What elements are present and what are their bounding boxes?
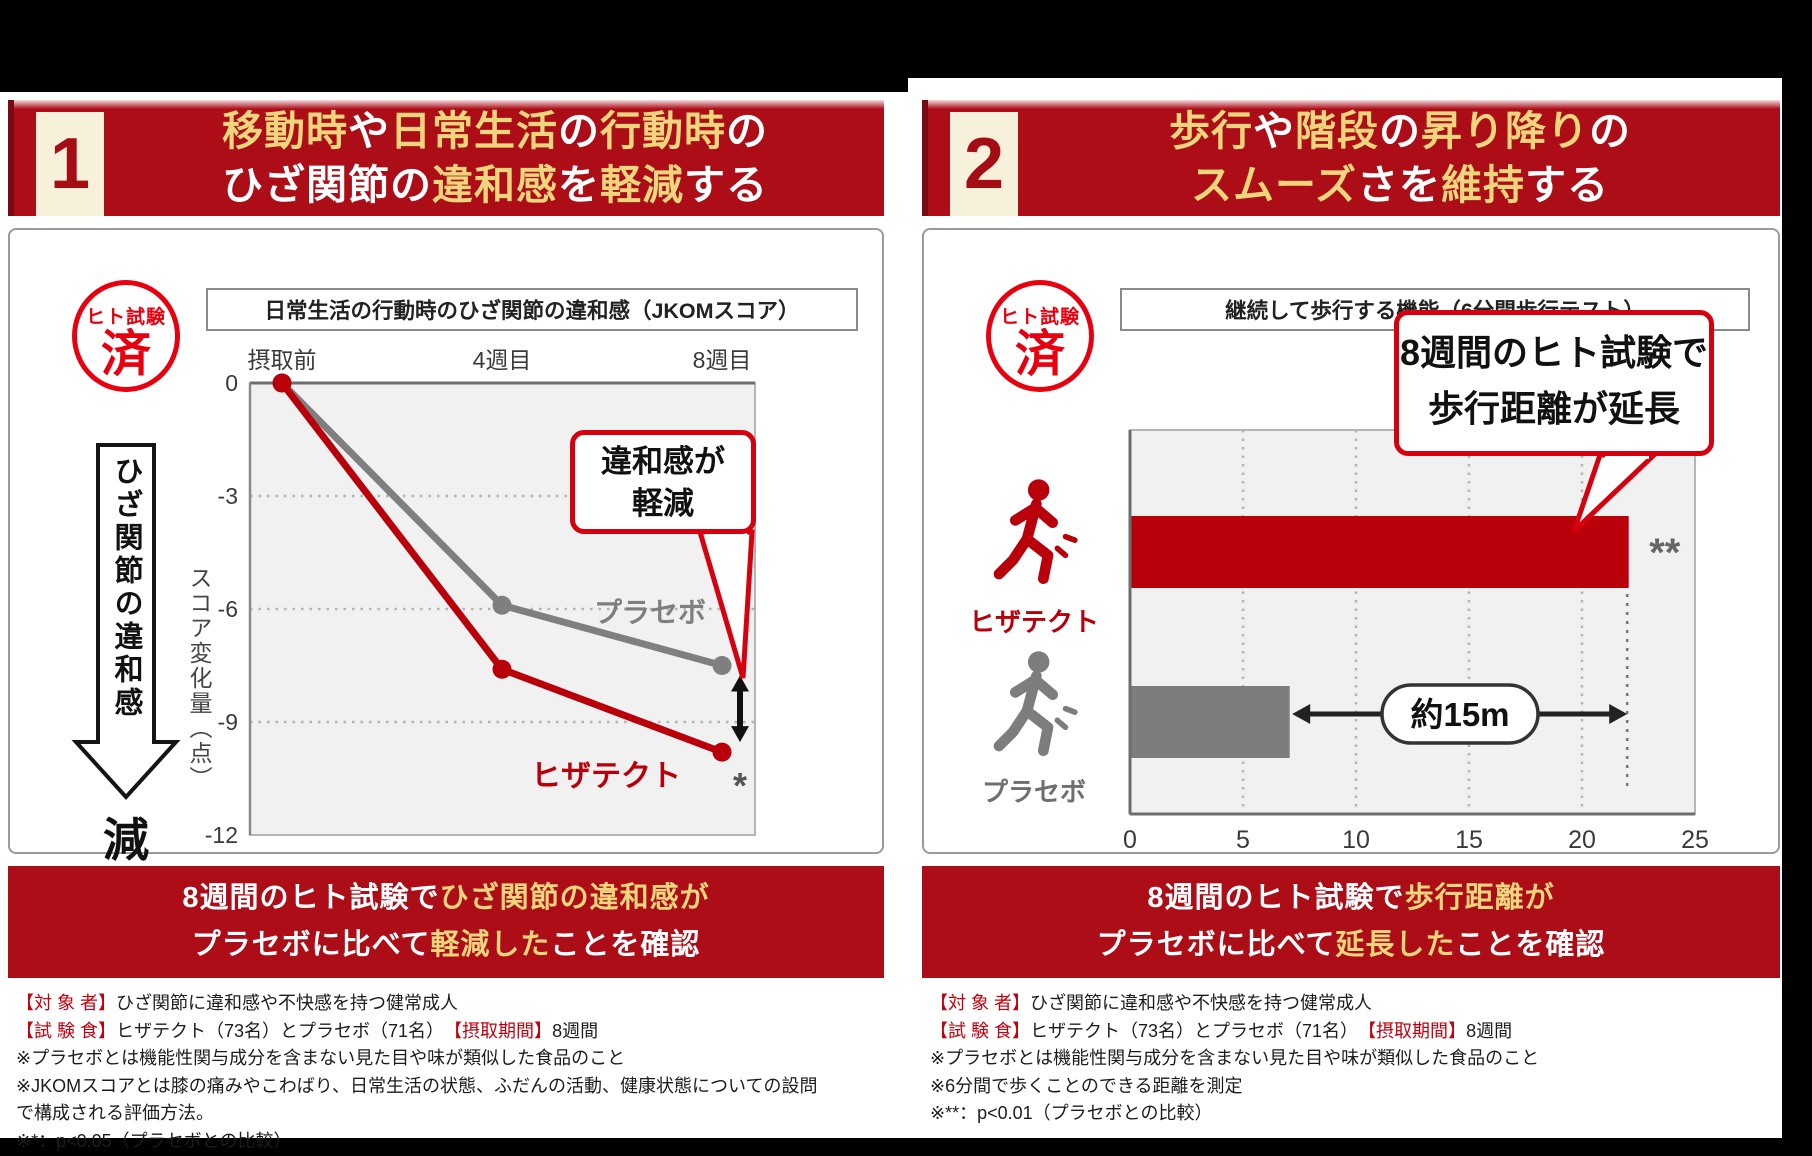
x-tick-labels: 0 5 10 15 20 25 — [1123, 826, 1709, 848]
y-axis-label: スコア変化量（点） — [186, 566, 212, 791]
walking-icon-hizatect — [982, 476, 1086, 588]
callout-tail-icon-1 — [696, 526, 755, 679]
svg-text:-6: -6 — [218, 596, 238, 622]
footnote-line: ※**：p<0.01（プラセボとの比較） — [930, 1103, 1213, 1123]
callout-1-line2: 軽減 — [632, 486, 694, 521]
panel-number-1: 1 — [36, 112, 104, 216]
significance-marker: ** — [1649, 531, 1681, 575]
stamp-text-top-1: ヒト試験 — [85, 307, 166, 328]
callout-discomfort-reduced: 違和感が 軽減 — [570, 430, 756, 534]
footnote-line: 【試 験 食】ヒザテクト（73名）とプラセボ（71名） 【摂取期間】8週間 — [930, 1020, 1513, 1041]
summary-band-1: 8週間のヒト試験でひざ関節の違和感が プラセボに比べて軽減したことを確認 — [8, 866, 884, 978]
header-title-2-line1: 歩行や階段の昇り降りの — [1169, 108, 1631, 154]
svg-text:-3: -3 — [218, 483, 238, 509]
decrease-arrow-label: ひざ関節の違和感 — [110, 456, 142, 720]
bar-label-hizatect: ヒザテクト — [968, 607, 1099, 637]
svg-text:-12: -12 — [205, 822, 238, 848]
svg-text:-9: -9 — [218, 709, 238, 735]
header-title-1-line1: 移動時や日常生活の行動時の — [222, 108, 768, 154]
footnotes-1: 【対 象 者】ひざ関節に違和感や不快感を持つ健常成人 【試 験 食】ヒザテクト（… — [16, 990, 880, 1155]
panel-number-2: 2 — [950, 112, 1018, 216]
header-band-2: 2 歩行や階段の昇り降りの スムーズさを維持する — [922, 100, 1780, 216]
svg-text:0: 0 — [1123, 826, 1137, 848]
callout-distance-extended: 8週間のヒト試験で 歩行距離が延長 — [1394, 310, 1714, 456]
callout-tail-icon-2 — [1571, 449, 1661, 533]
header-title-2: 歩行や階段の昇り降りの スムーズさを維持する — [1028, 104, 1772, 212]
summary-band-2: 8週間のヒト試験で歩行距離が プラセボに比べて延長したことを確認 — [922, 866, 1780, 978]
series-label-hizatect: ヒザテクト — [531, 760, 681, 793]
callout-1-line1: 違和感が — [601, 444, 725, 479]
summary-1-line2: プラセボに比べて軽減したことを確認 — [191, 929, 701, 961]
svg-text:25: 25 — [1681, 826, 1709, 848]
header-title-1: 移動時や日常生活の行動時の ひざ関節の違和感を軽減する — [114, 104, 876, 212]
footnote-line: ※JKOMスコアとは膝の痛みやこわばり、日常生活の状態、ふだんの活動、健康状態に… — [16, 1075, 818, 1096]
svg-text:摂取前: 摂取前 — [248, 347, 317, 373]
walking-icon-placebo — [982, 648, 1086, 760]
header-title-2-line2: スムーズさを維持する — [1191, 162, 1609, 208]
header-title-1-line2: ひざ関節の違和感を軽減する — [222, 162, 768, 208]
difference-arrow — [731, 675, 749, 743]
svg-text:0: 0 — [225, 370, 238, 396]
stamp-text-main-2: 済 — [1015, 326, 1065, 382]
footnote-line: ※6分間で歩くことのできる距離を測定 — [930, 1075, 1243, 1096]
footnotes-2: 【対 象 者】ひざ関節に違和感や不快感を持つ健常成人 【試 験 食】ヒザテクト（… — [930, 990, 1776, 1128]
decrease-arrow-icon — [71, 443, 181, 800]
svg-text:5: 5 — [1236, 826, 1250, 848]
difference-label: 約15m — [1410, 696, 1509, 733]
footnote-line: で構成される評価方法。 — [16, 1103, 214, 1123]
human-trial-stamp-2: ヒト試験 済 — [986, 280, 1094, 392]
footnote-line: ※*：p<0.05（プラセボとの比較） — [16, 1130, 292, 1151]
bar-label-placebo: プラセボ — [981, 777, 1086, 807]
chart-card-1: 0 -3 -6 -9 -12 摂取前 4週目 8週目プラセボヒザテクト * ヒト試験 済 日常生… — [8, 228, 884, 866]
summary-2-line2: プラセボに比べて延長したことを確認 — [1096, 929, 1606, 961]
footnote-line: 【試 験 食】ヒザテクト（73名）とプラセボ（71名） 【摂取期間】8週間 — [16, 1020, 599, 1041]
header-band-1: 1 移動時や日常生活の行動時の ひざ関節の違和感を軽減する — [8, 100, 884, 216]
svg-text:10: 10 — [1342, 826, 1370, 848]
y-tick-labels: 0 -3 -6 -9 -12 — [205, 370, 238, 848]
summary-1-line1: 8週間のヒト試験でひざ関節の違和感が — [182, 882, 710, 914]
svg-text:20: 20 — [1568, 826, 1596, 848]
svg-text:15: 15 — [1455, 826, 1483, 848]
svg-text:8週目: 8週目 — [693, 347, 752, 373]
x-category-labels: 摂取前 4週目 8週目 — [248, 347, 752, 373]
bar-ヒザテクト — [1131, 516, 1629, 588]
human-trial-stamp-1: ヒト試験 済 — [72, 280, 180, 392]
series-label-placebo: プラセボ — [594, 597, 706, 628]
panel-knee-discomfort: 1 移動時や日常生活の行動時の ひざ関節の違和感を軽減する 0 -3 -6 -9 -12… — [8, 0, 884, 1156]
footnote-line: ※プラセボとは機能性関与成分を含まない見た目や味が類似した食品のこと — [930, 1048, 1540, 1068]
chart-title-1: 日常生活の行動時のひざ関節の違和感（JKOMスコア） — [206, 288, 858, 331]
stamp-text-top-2: ヒト試験 — [999, 307, 1080, 328]
callout-2-line1: 8週間のヒト試験で — [1399, 332, 1709, 373]
svg-text:4週目: 4週目 — [473, 347, 532, 373]
footnote-line: 【対 象 者】ひざ関節に違和感や不快感を持つ健常成人 — [930, 993, 1373, 1013]
significance-marker: * — [733, 765, 747, 806]
bar-プラセボ — [1131, 686, 1290, 758]
callout-2-line2: 歩行距離が延長 — [1427, 388, 1680, 429]
footnote-line: ※プラセボとは機能性関与成分を含まない見た目や味が類似した食品のこと — [16, 1048, 626, 1068]
footnote-line: 【対 象 者】ひざ関節に違和感や不快感を持つ健常成人 — [16, 993, 459, 1013]
decrease-meaning-label: 減 — [103, 814, 149, 866]
summary-2-line1: 8週間のヒト試験で歩行距離が — [1147, 882, 1555, 914]
panel-walking-function: 2 歩行や階段の昇り降りの スムーズさを維持する 0 5 10 15 20 25 ** 約15… — [922, 0, 1780, 1156]
stamp-text-main-1: 済 — [101, 326, 151, 382]
difference-pill — [1380, 683, 1540, 745]
